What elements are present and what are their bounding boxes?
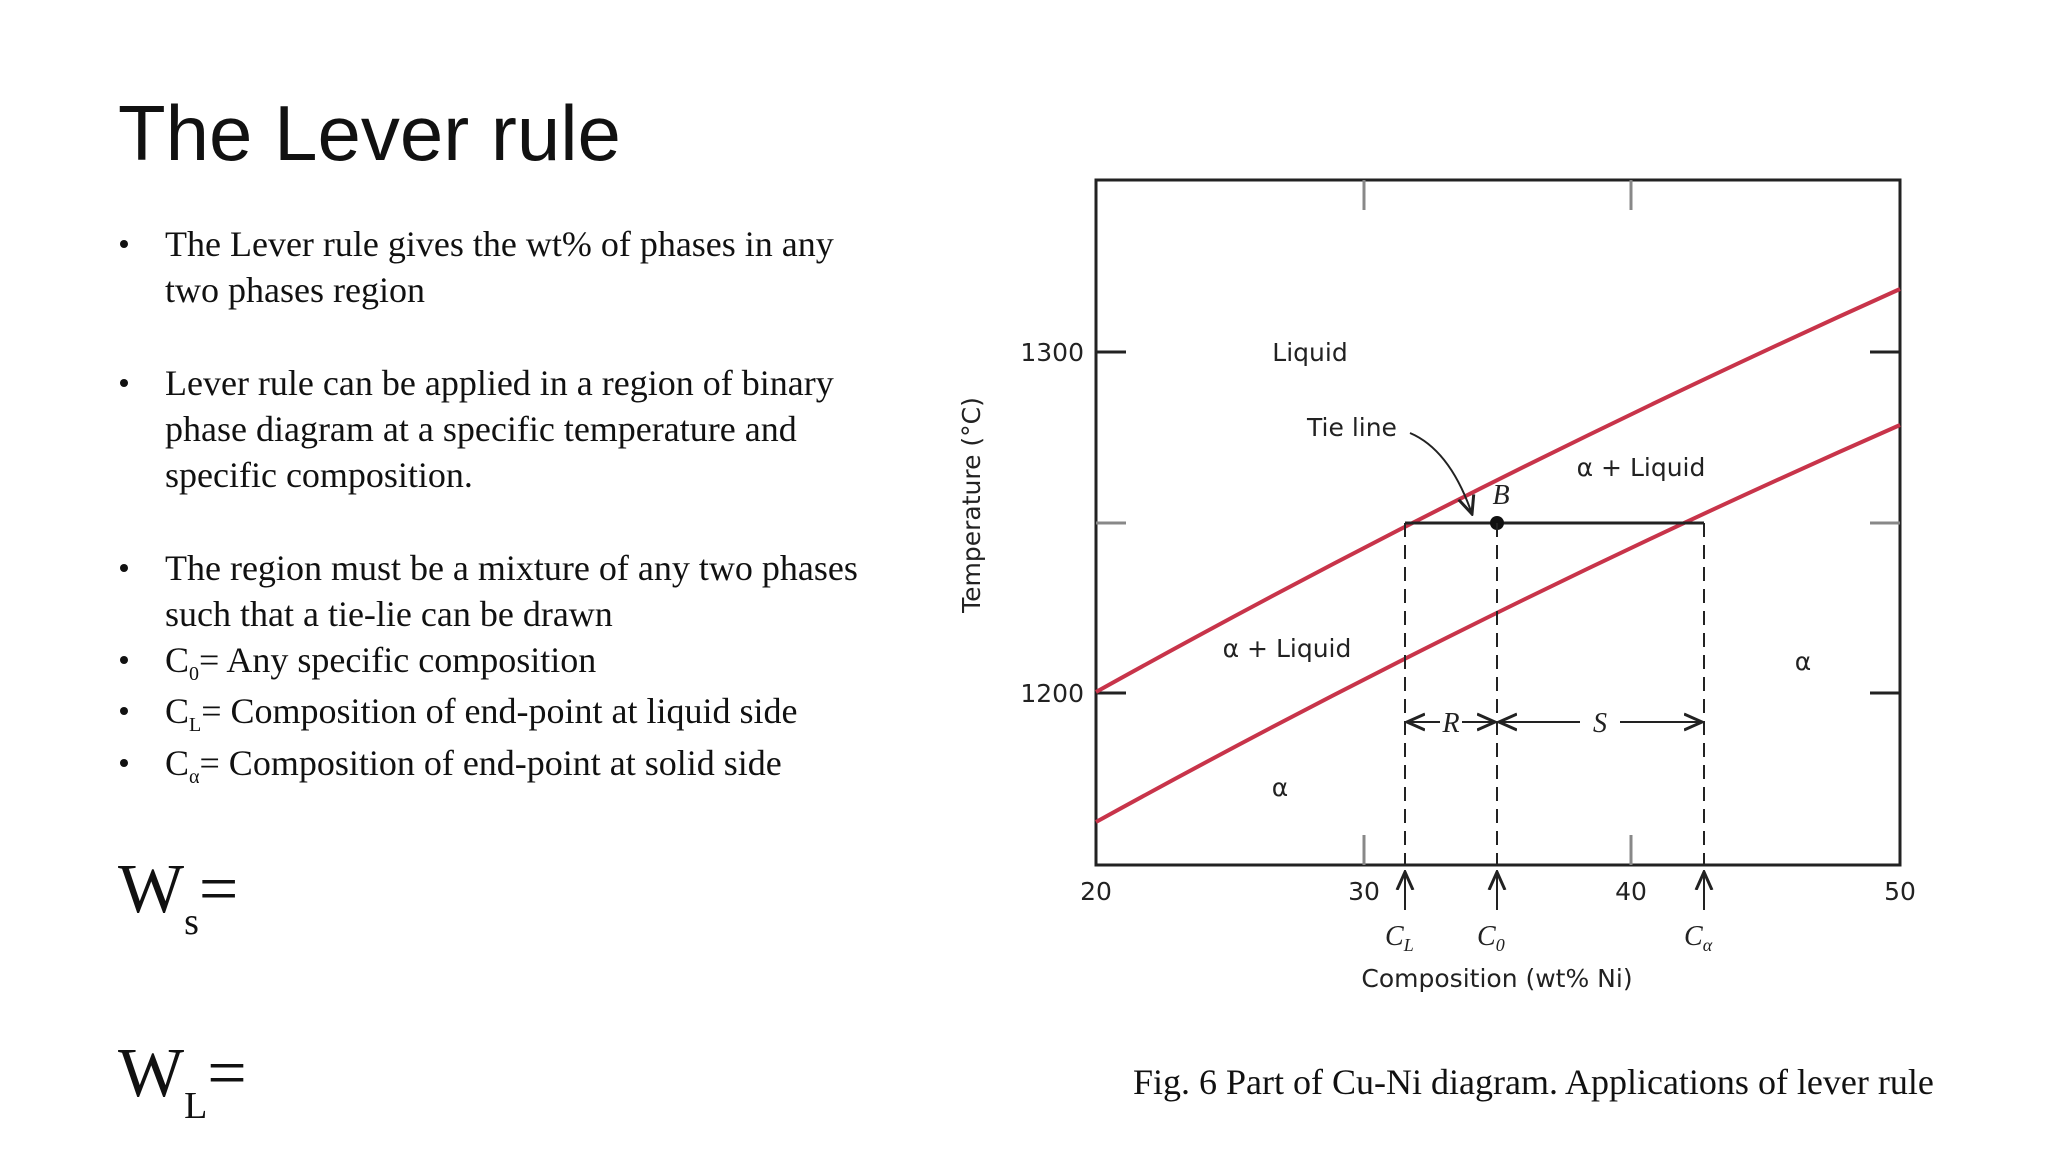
phase-diagram: Temperature (°C) Composition (wt% Ni) 20 30… [957,178,1916,993]
text: = [199,851,238,928]
liquidus-line [1095,287,1901,694]
symbol: C [1385,921,1404,952]
x-axis-label: Composition (wt% Ni) [1361,964,1632,993]
region-label: α [1272,773,1288,802]
bullet-dot [120,707,128,715]
segment-label: S [1593,708,1607,739]
x-tick-label: 50 [1884,877,1916,906]
bullet-dot [120,656,128,664]
subscript: L [189,714,201,736]
x-tick-label: 30 [1348,877,1380,906]
symbol: W [118,1035,184,1112]
subscript: s [184,901,199,943]
symbol-text: Cα= Composition of end-point at solid si… [165,743,782,788]
symbol: W [118,851,184,928]
bullet-list: The Lever rule gives the wt% of phases i… [120,224,858,788]
symbol-text: CL [1385,921,1414,955]
bullet-dot [120,759,128,767]
figure-caption: Fig. 6 Part of Cu-Ni diagram. Applicatio… [1133,1062,1934,1102]
text: = Any specific composition [199,640,596,680]
region-label: α [1795,647,1811,676]
dashed-verticals [1404,523,1705,865]
symbol-text: Cα [1684,921,1713,955]
text: = Composition of end-point at liquid sid… [201,691,797,731]
bullet-line: The Lever rule gives the wt% of phases i… [165,224,834,264]
subscript: 0 [1496,935,1505,955]
symbol-text: WL= [118,1035,247,1127]
symbol: C [165,640,189,680]
tie-line-label: Tie line [1306,413,1397,442]
bullet-dot [120,379,128,387]
bullet-line: such that a tie-lie can be drawn [165,594,613,634]
symbol-text: C0= Any specific composition [165,640,596,685]
bullet-line: phase diagram at a specific temperature … [165,409,797,449]
bullet-line: two phases region [165,270,425,310]
symbol: C [165,743,189,783]
symbol-text: C0 [1477,921,1505,955]
point-label: B [1492,480,1509,511]
title: The Lever rule [118,89,621,177]
subscript: L [184,1085,207,1127]
x-tick-label: 40 [1615,877,1647,906]
symbol: C [165,691,189,731]
text: = Composition of end-point at solid side [200,743,782,783]
y-tick-label: 1300 [1020,338,1084,367]
bullet-dot [120,240,128,248]
symbol-text: Ws= [118,851,238,943]
y-axis-label: Temperature (°C) [957,397,986,614]
symbol-text: CL= Composition of end-point at liquid s… [165,691,798,736]
bullet-line: Lever rule can be applied in a region of… [165,363,834,403]
region-label: α + Liquid [1223,634,1352,663]
bullet-dot [120,564,128,572]
region-label: Liquid [1272,338,1347,367]
symbol: C [1684,921,1703,952]
bullet-line: specific composition. [165,455,473,495]
segment-label: R [1441,708,1459,739]
text: = [207,1035,246,1112]
symbol: C [1477,921,1496,952]
bullet-line: The region must be a mixture of any two … [165,548,858,588]
y-tick-label: 1200 [1020,679,1084,708]
solidus-line [1095,423,1901,824]
subscript: 0 [189,663,199,685]
x-tick-label: 20 [1080,877,1112,906]
subscript: L [1403,935,1414,955]
subscript: α [189,766,200,788]
ticks [1096,180,1900,865]
arrows [1405,432,1704,910]
y-ticks [1096,350,1900,695]
region-label: α + Liquid [1577,453,1706,482]
subscript: α [1703,935,1713,955]
formulas: Ws=WL= [118,851,247,1127]
